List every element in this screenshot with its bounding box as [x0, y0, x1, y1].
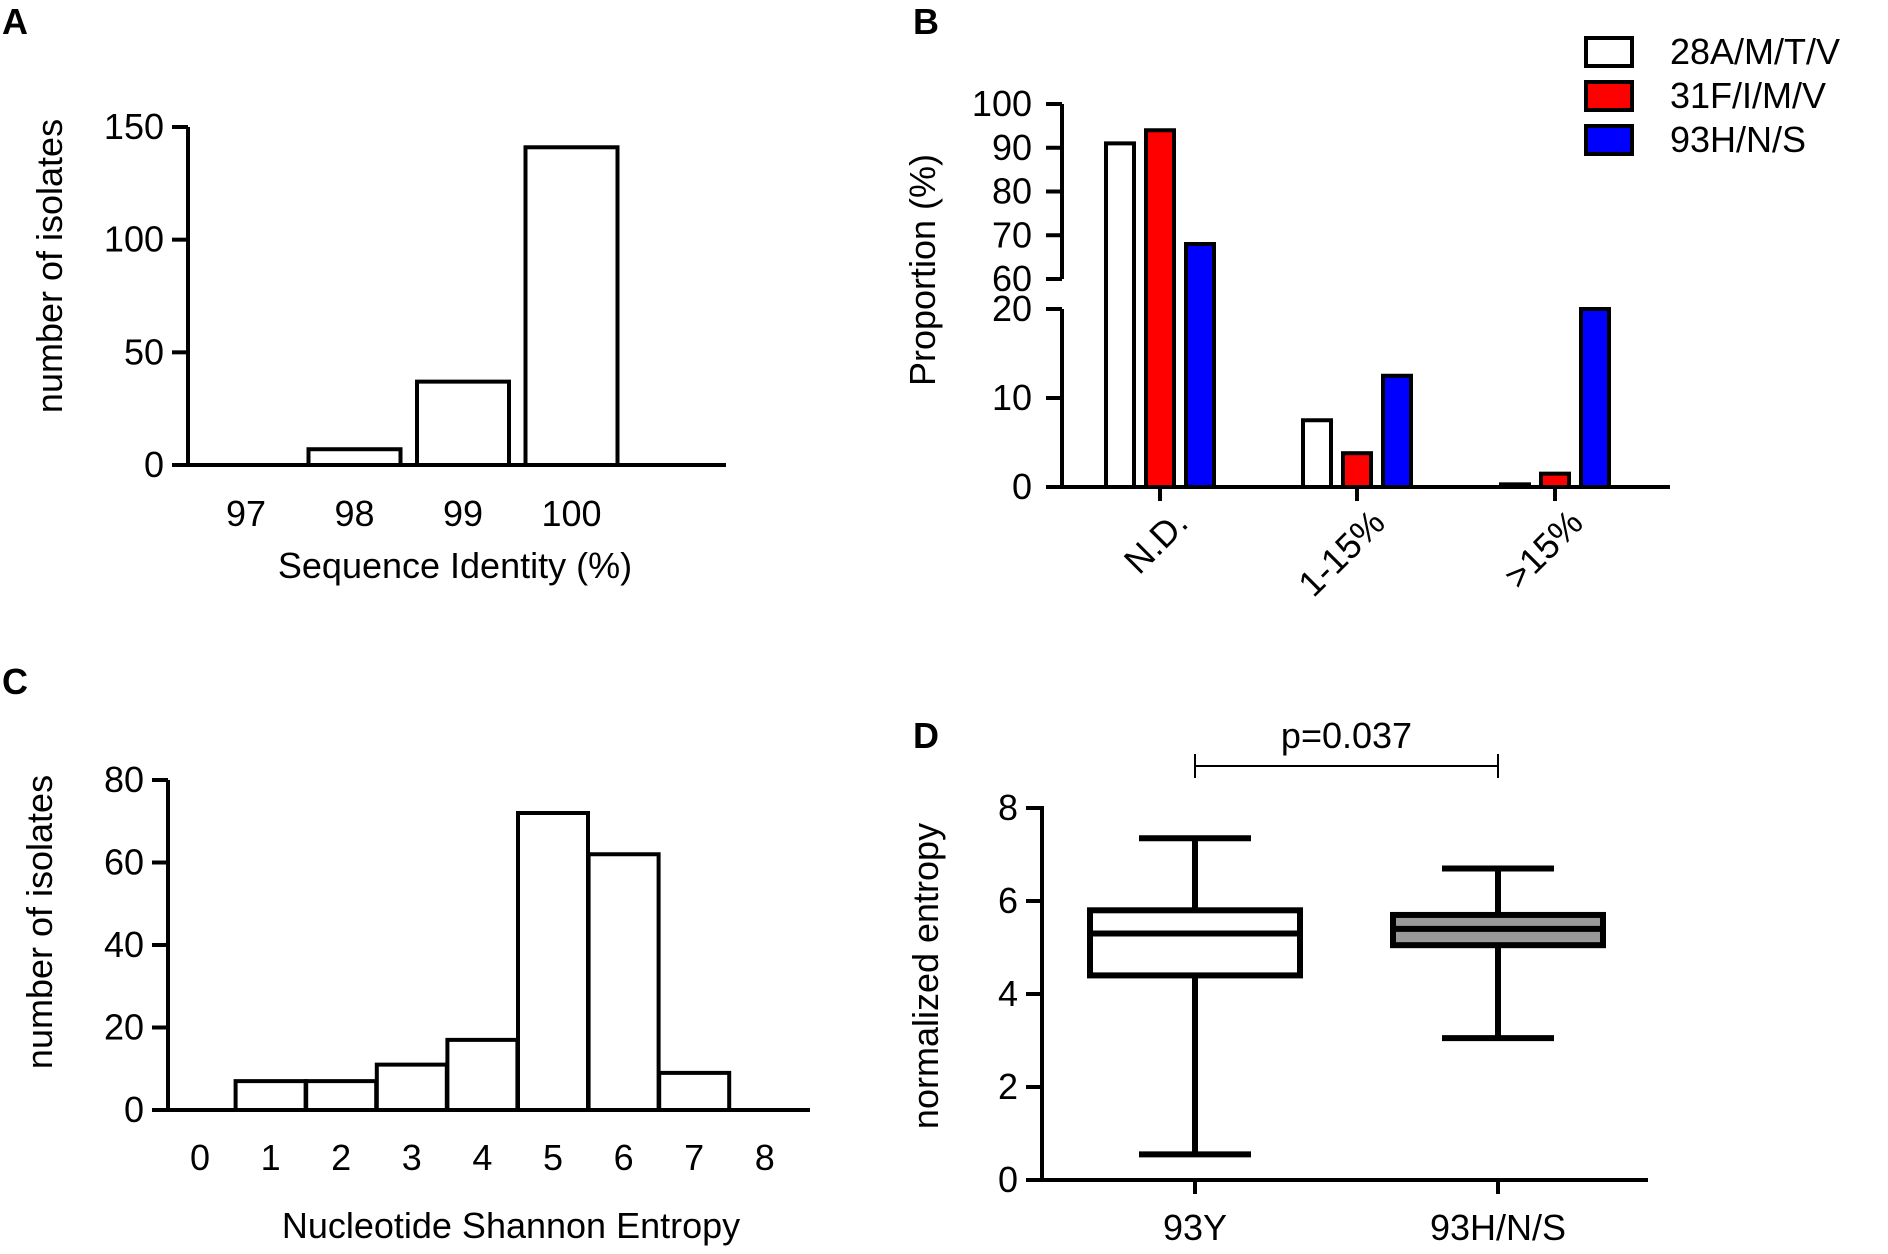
panel-b-legend-swatch [1584, 36, 1634, 68]
panel-a-bar [306, 447, 403, 467]
panel-c-y-tick-label: 0 [124, 1089, 144, 1130]
panel-a-x-tick-label: 99 [443, 493, 483, 534]
panel-c-y-tick-label: 60 [104, 842, 144, 883]
panel-b-bar [1104, 141, 1136, 489]
panel-d-x-tick-label: 93H/N/S [1430, 1207, 1566, 1248]
panel-c-x-axis-label: Nucleotide Shannon Entropy [282, 1205, 740, 1246]
panel-b-legend-label: 28A/M/T/V [1670, 31, 1840, 72]
panel-a-x-tick-label: 98 [334, 493, 374, 534]
panel-b-bar [1301, 418, 1333, 489]
panel-b-y-tick-label: 20 [992, 288, 1032, 329]
panel-b-y-tick-label: 100 [972, 83, 1032, 124]
panel-d-y-axis-label: normalized entropy [905, 823, 946, 1129]
panel-c-histogram: 0 20 40 60 80 0 1 2 3 4 5 6 7 8 Nucleotide Shannon E… [19, 759, 810, 1246]
panel-b-y-tick-label: 70 [992, 214, 1032, 255]
panel-b-y-tick-label: 0 [1012, 466, 1032, 507]
panel-b-bar [1539, 471, 1571, 489]
panel-b-bar [1579, 307, 1611, 489]
panel-a-bar [415, 379, 511, 468]
panel-c-bar [304, 1079, 379, 1112]
panel-c-x-tick-label: 5 [543, 1137, 563, 1178]
panel-c-x-tick-label: 1 [261, 1137, 281, 1178]
panel-c-bar [233, 1079, 308, 1112]
panel-d-letter: D [913, 715, 939, 756]
panel-a-y-tick-label: 100 [104, 219, 164, 260]
panel-c-y-tick-label: 80 [104, 759, 144, 800]
panel-c-x-tick-label: 2 [331, 1137, 351, 1178]
panel-b-y-tick-label: 80 [992, 171, 1032, 212]
panel-b-y-axis-label: Proportion (%) [902, 154, 943, 386]
panel-b-legend-swatch [1584, 124, 1634, 156]
panel-b-x-tick-label: >15% [1496, 502, 1591, 597]
panel-d-y-tick-label: 8 [998, 787, 1018, 828]
panel-d-p-value-label: p=0.037 [1281, 715, 1412, 756]
panel-a-histogram: 0 50 100 150 97 98 99 100 Sequence Identity (%… [29, 106, 726, 586]
panel-b-y-tick-label: 10 [992, 377, 1032, 418]
panel-b-bar [1341, 451, 1373, 489]
panel-c-y-tick-label: 40 [104, 924, 144, 965]
panel-b-x-tick-label: 1-15% [1290, 502, 1393, 605]
panel-c-x-tick-label: 4 [472, 1137, 492, 1178]
panel-b-legend-swatch [1584, 80, 1634, 112]
panel-a-y-tick-label: 150 [104, 106, 164, 147]
panel-a-y-tick-label: 0 [144, 444, 164, 485]
panel-a-x-tick-label: 100 [541, 493, 601, 534]
panel-a-x-axis-label: Sequence Identity (%) [278, 545, 632, 586]
panel-a-letter: A [2, 1, 28, 42]
panel-d-box [1087, 907, 1303, 979]
panel-d-x-tick-label: 93Y [1163, 1207, 1227, 1248]
panel-b-bar [1184, 242, 1216, 489]
panel-b-legend-label: 93H/N/S [1670, 119, 1806, 160]
panel-d-y-tick-label: 2 [998, 1066, 1018, 1107]
panel-c-bar [445, 1037, 520, 1112]
panel-b-x-tick-label: N.D. [1116, 502, 1196, 582]
panel-c-bar [516, 811, 590, 1112]
panel-b-bar [1499, 482, 1531, 489]
panel-b-y-tick-label: 60 [992, 258, 1032, 299]
panel-c-x-tick-label: 8 [755, 1137, 775, 1178]
panel-c-bar [374, 1062, 449, 1112]
panel-b-bar [1381, 373, 1413, 489]
panel-a-y-axis-label: number of isolates [29, 119, 70, 413]
panel-c-x-tick-label: 6 [614, 1137, 634, 1178]
panel-c-x-tick-label: 0 [190, 1137, 210, 1178]
panel-c-letter: C [2, 661, 28, 702]
panel-b-letter: B [913, 1, 939, 42]
panel-d-y-tick-label: 0 [998, 1159, 1018, 1200]
panel-c-x-tick-label: 7 [684, 1137, 704, 1178]
panel-d-y-tick-label: 6 [998, 880, 1018, 921]
panel-a-x-tick-label: 97 [226, 493, 266, 534]
panel-d-y-tick-label: 4 [998, 973, 1018, 1014]
panel-a-y-tick-label: 50 [124, 331, 164, 372]
panel-c-y-tick-label: 20 [104, 1007, 144, 1048]
panel-b-y-tick-label: 90 [992, 127, 1032, 168]
panel-d-boxplot: 0 2 4 6 8 93Y 93H/N/S p=0.037 normalized entr… [905, 715, 1648, 1248]
panel-b-legend-label: 31F/I/M/V [1670, 75, 1826, 116]
panel-b-bar [1144, 128, 1176, 489]
panel-c-x-tick-label: 3 [402, 1137, 422, 1178]
panel-c-bar [657, 1070, 732, 1112]
panel-a-bar [523, 145, 620, 467]
panel-c-bar [586, 852, 661, 1112]
panel-c-y-axis-label: number of isolates [19, 775, 60, 1069]
